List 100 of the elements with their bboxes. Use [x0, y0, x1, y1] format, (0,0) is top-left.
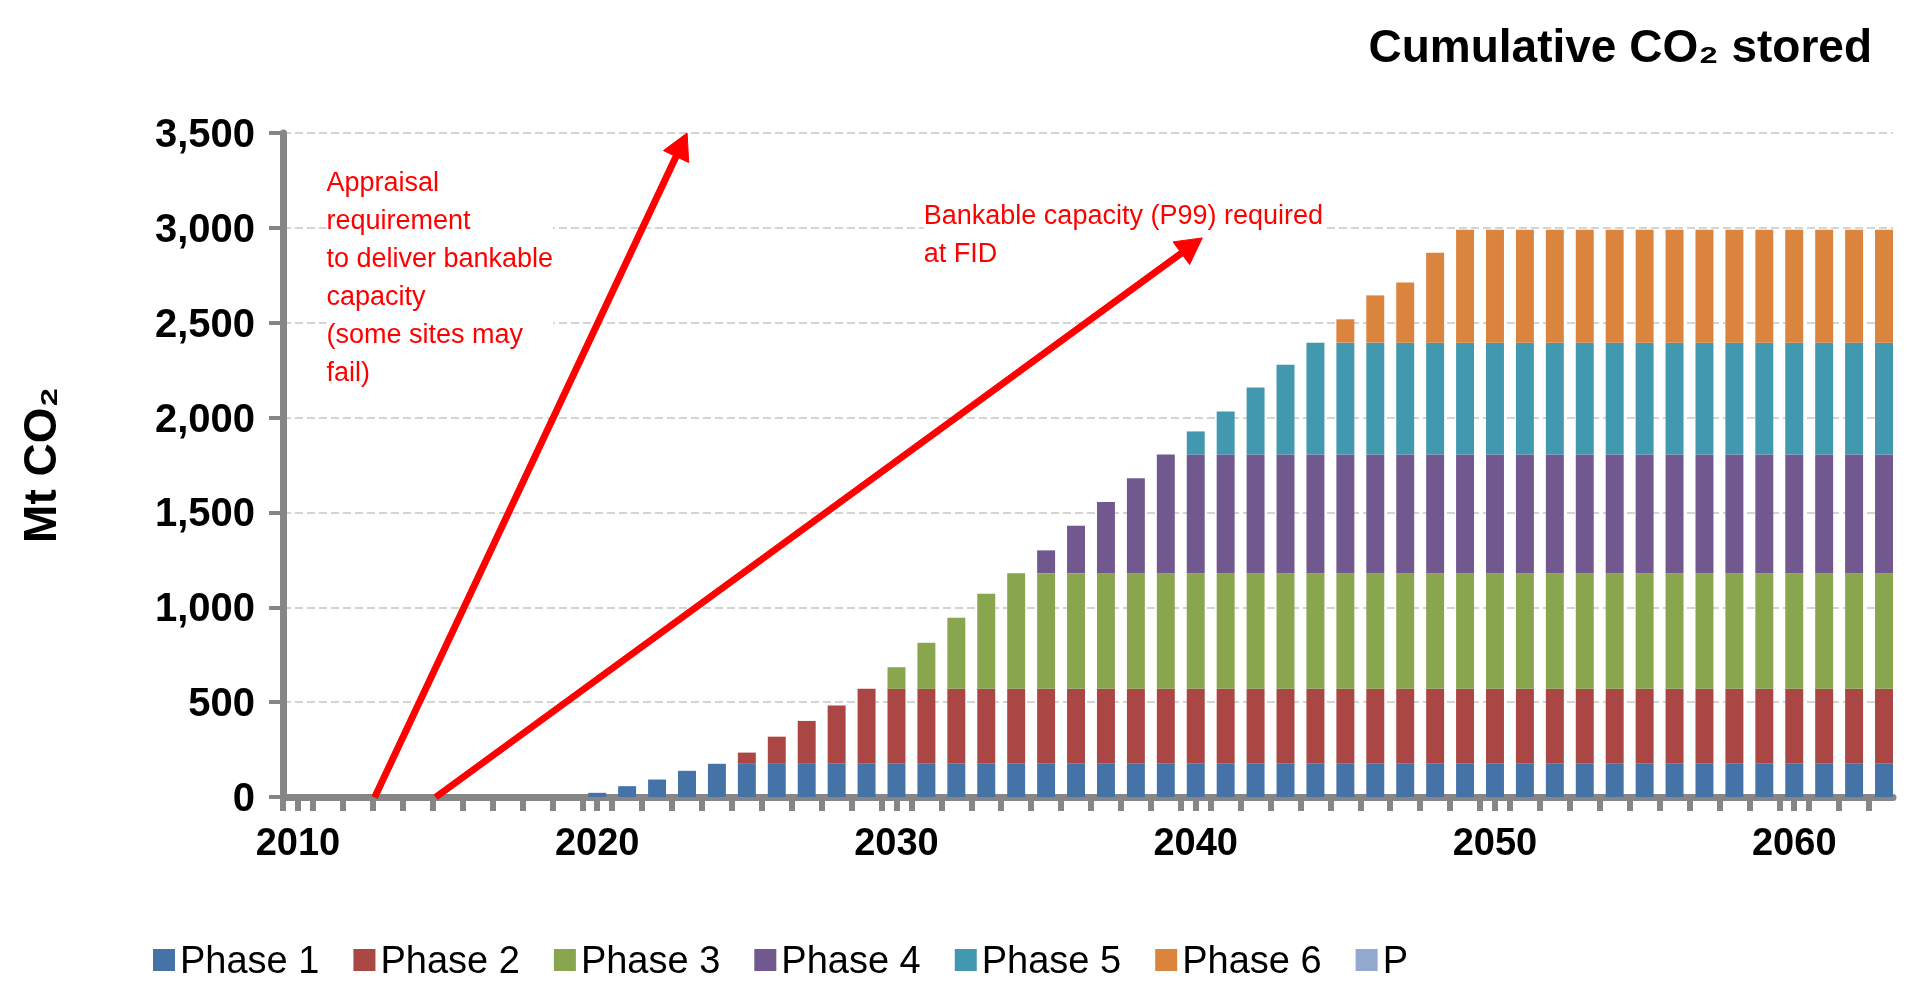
bar — [1037, 550, 1056, 574]
x-tick-label: 2040 — [1153, 821, 1239, 863]
bar — [1007, 573, 1026, 689]
bar — [1575, 763, 1594, 797]
bar — [1336, 454, 1355, 574]
bar — [917, 642, 936, 689]
bar — [1635, 763, 1654, 797]
bar — [1575, 688, 1594, 764]
bar — [1306, 688, 1325, 764]
bar — [1396, 573, 1415, 689]
legend-label: Phase 6 — [1182, 939, 1322, 981]
bar — [1635, 573, 1654, 689]
bar — [1156, 573, 1175, 689]
bar — [1635, 688, 1654, 764]
bar — [588, 792, 607, 797]
bar — [1216, 411, 1235, 455]
bar — [1665, 763, 1684, 797]
bar — [1186, 431, 1205, 455]
bar — [1396, 342, 1415, 455]
bar — [1815, 763, 1834, 797]
bar — [1306, 454, 1325, 574]
bar — [977, 688, 996, 764]
bar — [1246, 573, 1265, 689]
bar — [1486, 763, 1504, 797]
bar — [1456, 688, 1475, 764]
bar — [1785, 688, 1804, 764]
bar — [1486, 229, 1504, 343]
bar — [1126, 688, 1145, 764]
bar — [1276, 573, 1295, 689]
bar — [1156, 688, 1175, 764]
legend-label: Phase 2 — [380, 939, 520, 981]
bar — [1725, 763, 1744, 797]
bar — [1725, 229, 1744, 343]
bar — [1575, 342, 1594, 455]
x-tick-label: 2030 — [854, 821, 939, 863]
bar — [737, 752, 756, 764]
legend-label: Phase 3 — [580, 939, 721, 981]
x-tick-label: 2060 — [1751, 821, 1837, 863]
bar — [1067, 763, 1086, 797]
bar — [1366, 295, 1385, 343]
bar — [1276, 763, 1295, 797]
bar — [1426, 763, 1445, 797]
bar — [1635, 454, 1654, 574]
bar — [1186, 573, 1205, 689]
bar — [1067, 525, 1086, 574]
bar — [1515, 229, 1534, 343]
bar — [1306, 342, 1325, 455]
bar — [1545, 229, 1564, 343]
y-tick-label: 1,000 — [154, 585, 255, 630]
bar — [1396, 688, 1415, 764]
x-tick-label: 2020 — [554, 821, 640, 863]
bar — [1665, 573, 1684, 689]
bar — [1396, 454, 1415, 574]
bar — [1605, 763, 1624, 797]
bar — [1216, 763, 1235, 797]
bar — [827, 763, 846, 797]
y-tick-label: 2,500 — [154, 300, 255, 345]
bar — [1515, 688, 1534, 764]
bar — [1845, 454, 1864, 574]
bar — [1186, 454, 1205, 574]
bar — [887, 667, 906, 689]
bar — [707, 763, 726, 797]
bar — [1875, 573, 1893, 689]
x-tick-label: 2050 — [1452, 821, 1538, 863]
bar — [1306, 763, 1325, 797]
bar — [1845, 688, 1864, 764]
y-tick-label: 1,500 — [154, 490, 255, 535]
bar — [1725, 454, 1744, 574]
bar — [1246, 763, 1265, 797]
bar — [1037, 763, 1056, 797]
legend-label: Phase 5 — [981, 939, 1122, 981]
bar — [1665, 688, 1684, 764]
bar — [1037, 688, 1056, 764]
bar — [1785, 342, 1804, 455]
bar — [1575, 454, 1594, 574]
bar — [857, 763, 876, 797]
bar — [767, 736, 786, 764]
bar — [1815, 229, 1834, 343]
bar — [1396, 282, 1415, 343]
bar — [1456, 763, 1475, 797]
bar — [1067, 688, 1086, 764]
bar — [1366, 454, 1385, 574]
y-tick-label: 500 — [188, 680, 255, 725]
bar — [1096, 501, 1115, 574]
bar — [1426, 252, 1445, 343]
bar — [887, 763, 906, 797]
bar — [797, 720, 816, 764]
bar — [1246, 387, 1265, 455]
bar — [1366, 342, 1385, 455]
bar — [1096, 688, 1115, 764]
bar — [1336, 573, 1355, 689]
bar — [1276, 688, 1295, 764]
bar — [1635, 229, 1654, 343]
bar — [1216, 573, 1235, 689]
bar — [1246, 454, 1265, 574]
bar — [1246, 688, 1265, 764]
bar — [1366, 573, 1385, 689]
annotation: Appraisal requirement to deliver bankable capacity (some sites may fail) — [326, 166, 554, 387]
bar — [618, 786, 637, 797]
bar — [1336, 688, 1355, 764]
